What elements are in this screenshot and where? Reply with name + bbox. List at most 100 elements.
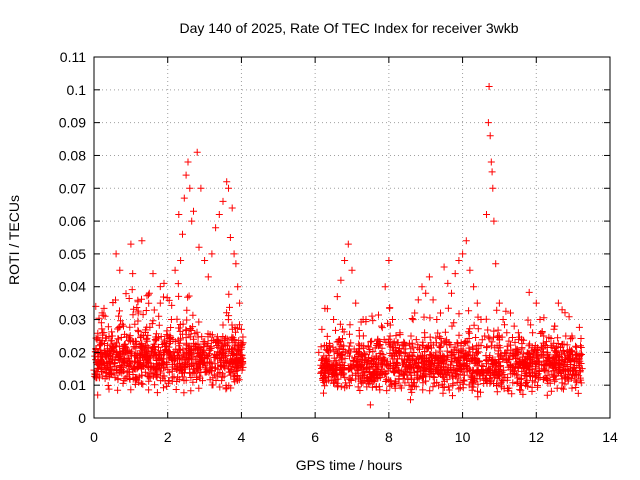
data-point: [527, 321, 535, 329]
data-point: [176, 321, 184, 328]
data-point: [321, 382, 329, 390]
data-point: [163, 294, 171, 302]
data-point: [518, 382, 525, 390]
data-point: [114, 375, 122, 383]
data-point: [456, 354, 464, 362]
data-point: [225, 290, 233, 298]
data-point: [518, 367, 526, 375]
data-point: [347, 365, 355, 373]
data-point: [184, 293, 192, 301]
data-point: [166, 349, 174, 357]
data-point: [111, 359, 119, 367]
data-point: [477, 388, 484, 396]
data-point: [155, 343, 162, 351]
data-point: [460, 352, 468, 360]
data-point: [511, 363, 519, 371]
data-point: [549, 362, 557, 370]
data-point: [182, 171, 190, 179]
data-point: [529, 359, 537, 367]
data-point: [408, 315, 416, 322]
data-point: [338, 369, 346, 377]
data-point: [201, 368, 209, 376]
data-point: [503, 356, 511, 364]
data-point: [195, 243, 203, 251]
data-point: [547, 359, 555, 367]
data-point: [130, 305, 138, 313]
data-point: [578, 365, 586, 373]
data-point: [455, 310, 463, 318]
data-point: [444, 383, 452, 391]
data-point: [440, 368, 448, 376]
data-point: [566, 348, 573, 356]
data-point: [385, 257, 393, 264]
data-point: [356, 355, 364, 363]
data-point: [218, 377, 226, 385]
data-point: [133, 304, 141, 311]
data-point: [149, 344, 156, 352]
data-point: [170, 373, 178, 381]
data-point: [542, 375, 550, 382]
data-point: [164, 366, 172, 374]
data-point: [395, 366, 403, 374]
data-point: [443, 347, 451, 355]
data-point: [448, 289, 455, 297]
data-point: [149, 270, 157, 278]
data-point: [144, 355, 152, 363]
data-point: [334, 382, 342, 390]
data-point: [197, 357, 205, 365]
data-point: [440, 263, 448, 271]
data-point: [346, 330, 353, 338]
data-point: [484, 326, 492, 334]
data-point: [414, 296, 422, 304]
data-point: [328, 367, 336, 375]
data-point: [358, 371, 366, 379]
data-point: [228, 204, 236, 212]
data-point: [455, 385, 463, 393]
data-point: [120, 322, 127, 330]
data-point: [428, 352, 435, 360]
data-point: [473, 358, 481, 366]
data-point: [484, 119, 492, 127]
data-point: [489, 361, 497, 369]
data-point: [473, 299, 481, 307]
data-point: [375, 311, 382, 319]
data-point: [483, 360, 490, 368]
data-point: [531, 342, 539, 349]
data-point: [489, 360, 496, 368]
data-point: [536, 316, 544, 323]
data-point: [547, 335, 555, 342]
data-point: [509, 379, 517, 387]
data-point: [416, 345, 423, 353]
data-point: [193, 328, 201, 336]
data-point: [543, 348, 551, 356]
data-point: [174, 349, 182, 357]
data-point: [123, 368, 131, 376]
axis-ticks: 0 0.01 0.02 0.03 0.04 0.05 0.06 0.07 0.08 0.09 0.1…: [59, 49, 618, 445]
x-tick-label: 10: [455, 429, 471, 445]
data-point: [459, 250, 467, 258]
data-point: [344, 240, 352, 248]
data-point: [117, 334, 125, 341]
data-point: [368, 312, 376, 320]
data-point: [104, 323, 112, 331]
data-point: [355, 340, 363, 348]
data-point: [329, 373, 337, 381]
data-point: [126, 335, 134, 343]
data-point: [539, 345, 547, 353]
data-point: [509, 352, 517, 359]
data-point: [559, 346, 567, 354]
data-point: [336, 320, 344, 328]
data-point: [480, 380, 488, 387]
data-point: [419, 342, 427, 350]
data-point: [409, 316, 417, 324]
data-point: [470, 321, 478, 329]
data-point: [447, 363, 455, 371]
data-point: [182, 376, 190, 384]
data-point: [352, 357, 360, 365]
data-point: [225, 382, 233, 390]
data-point: [504, 374, 512, 382]
data-point: [167, 316, 175, 323]
data-point: [557, 344, 564, 351]
data-point: [408, 388, 416, 396]
data-point: [521, 358, 529, 366]
